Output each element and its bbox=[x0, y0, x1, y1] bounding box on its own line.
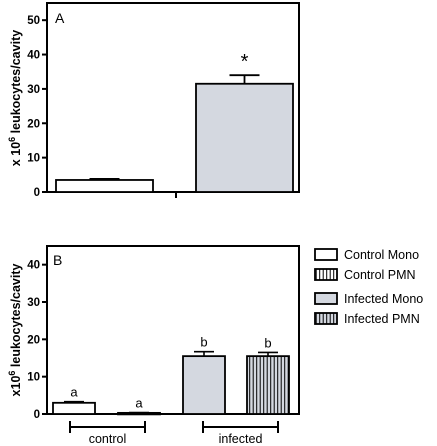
panel-b-significance: b bbox=[200, 335, 207, 350]
panel-a-significance: * bbox=[241, 51, 249, 73]
panel-b-ytick-label: 20 bbox=[27, 334, 40, 346]
group-bracket-infected bbox=[202, 421, 279, 433]
legend-swatch-control-mono bbox=[314, 248, 338, 261]
panel-a-bar-control bbox=[55, 179, 154, 193]
panel-b-ytick-label: 30 bbox=[27, 297, 40, 309]
group-label-infected: infected bbox=[219, 432, 263, 446]
group-label-control: control bbox=[89, 432, 127, 446]
legend-swatch-infected-pmn bbox=[314, 312, 338, 325]
panel-b-bar-infected-mono bbox=[182, 355, 226, 415]
panel-a-ytick-label: 40 bbox=[27, 50, 40, 62]
panel-b-ytick-label: 0 bbox=[34, 409, 40, 421]
panel-b-ytick-label: 40 bbox=[27, 260, 40, 272]
legend: Control Mono Control PMN Infected Mono Infe… bbox=[314, 248, 423, 326]
panel-b-significance: a bbox=[70, 385, 78, 400]
panel-b-ytick-label: 10 bbox=[27, 372, 40, 384]
legend-swatch-infected-mono bbox=[314, 292, 338, 305]
panel-a-ytick-label: 0 bbox=[34, 187, 40, 199]
panel-a-bar-infected bbox=[195, 82, 294, 193]
panel-a-ylabel: x 106 leukocytes/cavity bbox=[7, 30, 23, 166]
panel-a-ytick-label: 10 bbox=[27, 153, 40, 165]
panel-b-significance: a bbox=[135, 396, 143, 411]
group-bracket-control bbox=[69, 421, 146, 433]
legend-label-control-pmn: Control PMN bbox=[344, 268, 416, 282]
panel-b-frame bbox=[46, 245, 300, 415]
panel-a-ytick-label: 30 bbox=[27, 84, 40, 96]
panel-b-bar-control-mono bbox=[52, 401, 96, 415]
panel-a-frame bbox=[46, 2, 300, 193]
legend-label-infected-pmn: Infected PMN bbox=[344, 312, 420, 326]
panel-b-significance: b bbox=[264, 335, 271, 350]
legend-swatch-control-pmn bbox=[314, 268, 338, 281]
legend-label-infected-mono: Infected Mono bbox=[344, 292, 423, 306]
legend-label-control-mono: Control Mono bbox=[344, 248, 419, 262]
panel-a-label: A bbox=[55, 10, 65, 26]
panel-a-ytick-label: 20 bbox=[27, 118, 40, 130]
panel-b-bar-control-pmn bbox=[117, 411, 161, 416]
panel-b-ylabel: x106 leukocytes/cavity bbox=[7, 264, 23, 397]
panel-a-ytick-label: 50 bbox=[27, 15, 40, 27]
panel-b-label: B bbox=[53, 252, 62, 268]
panel-b-bar-infected-pmn bbox=[246, 355, 290, 415]
